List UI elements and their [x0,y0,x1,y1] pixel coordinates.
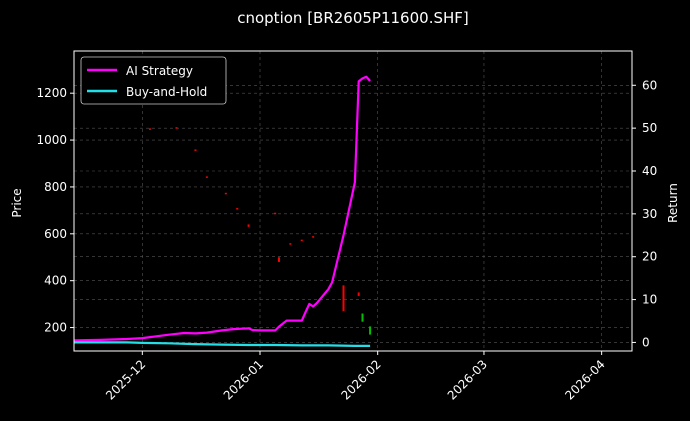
y-tick-label-left: 800 [44,180,67,194]
grid-layer [74,51,632,351]
y-axis-right-title: Return [666,183,680,223]
x-tick-label: 2026-01 [221,357,266,402]
y-tick-label-left: 400 [44,274,67,288]
candle-down [224,192,227,195]
candle-down [236,208,239,210]
x-tick-label: 2026-03 [445,357,490,402]
legend: AI Strategy Buy-and-Hold [80,56,227,105]
y-tick-label-right: 60 [642,78,657,92]
y-tick-label-left: 1000 [36,133,67,147]
candle-down [289,243,292,245]
candle-down [312,236,315,238]
candle-down [205,176,208,178]
candle-down [274,212,277,215]
plot-frame [73,50,633,352]
candle-down [300,239,303,242]
buy-and-hold-line [74,341,371,347]
series-layer [73,75,371,347]
candle-up [369,326,372,335]
candle-down [175,127,178,129]
y-tick-label-right: 20 [642,250,657,264]
x-tick-label: 2025-12 [103,357,148,402]
candle-down [148,128,151,130]
x-tick-label: 2026-02 [338,357,383,402]
x-tick-label: 2026-04 [562,357,607,402]
y-tick-label-left: 200 [44,321,67,335]
ai-strategy-line [73,75,371,342]
candle-down [194,149,197,151]
y-tick-label-left: 600 [44,227,67,241]
y-axis-left-title: Price [10,188,24,217]
y-tick-label-right: 0 [642,335,650,349]
candle-down [342,285,345,312]
candle-down [357,292,360,296]
legend-label-ai-strategy: AI Strategy [126,64,193,78]
candle-down [277,257,280,262]
y-tick-label-right: 50 [642,121,657,135]
chart-title: cnoption [BR2605P11600.SHF] [237,9,469,27]
candle-up [361,313,364,322]
y-tick-label-left: 1200 [36,86,67,100]
y-tick-label-right: 30 [642,207,657,221]
legend-box [80,56,227,105]
y-tick-label-right: 10 [642,293,657,307]
candle-layer [148,127,372,335]
candle-down [247,224,250,227]
legend-label-buy-and-hold: Buy-and-Hold [126,85,207,99]
y-tick-label-right: 40 [642,164,657,178]
